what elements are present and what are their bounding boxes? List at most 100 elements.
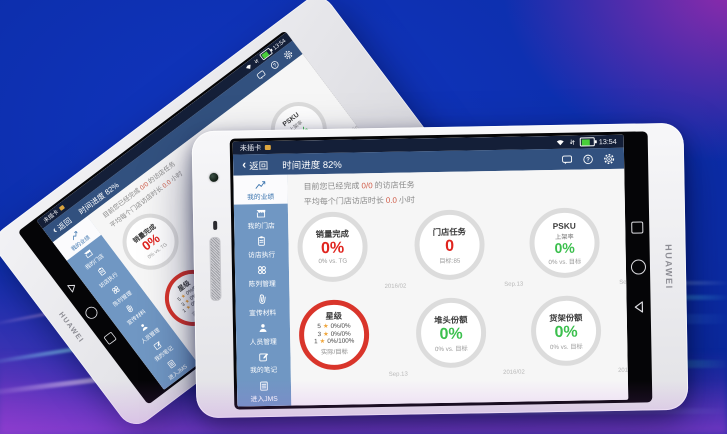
metric-compare: 0% vs. 目标 bbox=[434, 345, 468, 354]
sidebar-item-display-management[interactable]: 陈列管理 bbox=[235, 261, 289, 291]
metric-date: 2016/02 bbox=[503, 369, 525, 376]
title-bar: ‹ 返回 时间进度 82% ? bbox=[232, 147, 625, 176]
status-bar-right: 13:54 bbox=[556, 137, 617, 147]
star-icon: ★ bbox=[322, 330, 329, 338]
nav-recent-button[interactable] bbox=[103, 331, 117, 345]
star-row: 1★0%/100% bbox=[314, 337, 355, 346]
metric-sales-completion[interactable]: 销量完成 0% 0% vs. TG 2016/02 bbox=[296, 211, 406, 290]
back-label: 返回 bbox=[249, 160, 269, 172]
front-camera bbox=[209, 172, 219, 183]
sidebar-item-my-notes[interactable]: 我的笔记 bbox=[236, 348, 290, 378]
nav-recent-button[interactable] bbox=[631, 220, 644, 234]
back-chevron-icon: ‹ bbox=[241, 157, 247, 172]
metric-compare: 0% vs. 目标 bbox=[549, 343, 583, 352]
sidebar-item-enter-jms[interactable]: 进入JMS bbox=[237, 377, 291, 407]
metric-compare: 0% vs. TG bbox=[318, 257, 348, 266]
clipboard-icon bbox=[258, 236, 265, 247]
sidebar-item-visit-execution[interactable]: 访店执行 bbox=[234, 232, 288, 262]
front-tablet-screen: 未插卡 13:54 ‹ 返回 时间进度 82% ? bbox=[232, 134, 629, 407]
metric-title: 堆头份额 bbox=[434, 314, 468, 326]
nav-back-button[interactable] bbox=[65, 280, 78, 294]
settings-gear-button[interactable] bbox=[603, 152, 615, 164]
sidebar-item-my-performance[interactable]: 我的业绩 bbox=[233, 174, 288, 205]
metric-ring: 堆头份额 0% 0% vs. 目标 bbox=[415, 297, 487, 369]
app-body: 我的业绩 我的门店 访店执行 陈列管理 宣传材料 bbox=[233, 168, 629, 407]
front-tablet-nav-bar bbox=[624, 131, 653, 402]
sidebar-item-my-stores[interactable]: 我的门店 bbox=[67, 235, 115, 279]
store-icon bbox=[83, 249, 93, 258]
metric-title: 货架份额 bbox=[549, 312, 583, 324]
metric-value: 0% bbox=[320, 239, 345, 258]
metric-title: PSKU bbox=[552, 220, 576, 232]
nav-home-button[interactable] bbox=[82, 304, 100, 322]
metric-ring: 门店任务 0 目标:85 bbox=[413, 209, 486, 281]
status-bar: 未插卡 13:54 bbox=[36, 32, 293, 229]
chat-button[interactable] bbox=[254, 68, 267, 81]
metric-value: 0% bbox=[554, 239, 575, 256]
nav-home-button[interactable] bbox=[630, 258, 646, 275]
metric-value: 0 bbox=[444, 237, 455, 255]
star-icon: ★ bbox=[319, 338, 326, 346]
time-progress-label: 时间进度 82% bbox=[282, 159, 342, 172]
help-button[interactable]: ? bbox=[582, 153, 594, 165]
data-transfer-icon bbox=[254, 59, 259, 63]
metric-shelf-share[interactable]: 货架份额 0% 0% vs. 目标 2016/02 bbox=[530, 295, 628, 374]
back-button[interactable]: ‹ 返回 bbox=[242, 157, 268, 171]
svg-text:?: ? bbox=[586, 157, 590, 163]
metric-compare: 目标:85 bbox=[439, 257, 461, 266]
star-footer: 实际/目标 bbox=[320, 348, 348, 356]
ambient-sensor bbox=[213, 220, 218, 230]
grid-dots-icon bbox=[257, 266, 266, 275]
metric-date: Sep.13 bbox=[619, 279, 629, 286]
title-bar-actions: ? bbox=[561, 152, 615, 165]
metric-compare: 0% vs. 目标 bbox=[548, 258, 582, 266]
battery-icon bbox=[579, 137, 595, 147]
sidebar-item-promo-materials[interactable]: 宣传材料 bbox=[235, 290, 289, 320]
metric-star-rating[interactable]: 星级 5★0%/0% 3★0%/0% 1★0%/100% 实际/目标 Sep.1… bbox=[298, 299, 408, 378]
metric-date: Sep.13 bbox=[504, 281, 524, 288]
metric-title: 销量完成 bbox=[315, 228, 350, 240]
metric-ring: 货架份额 0% 0% vs. 目标 bbox=[530, 295, 602, 367]
store-icon bbox=[256, 209, 266, 218]
front-tablet-panel: 未插卡 13:54 ‹ 返回 时间进度 82% ? bbox=[229, 131, 653, 410]
wifi-icon bbox=[246, 64, 251, 69]
sidebar-item-my-stores[interactable]: 我的门店 bbox=[234, 204, 288, 234]
retail-app-screen: 未插卡 13:54 ‹ 返回 时间进度 82% ? bbox=[232, 134, 629, 407]
metric-ring-alert: 星级 5★0%/0% 3★0%/0% 1★0%/100% 实际/目标 bbox=[298, 299, 370, 371]
metric-display-share[interactable]: 堆头份额 0% 0% vs. 目标 2016/02 bbox=[415, 297, 525, 376]
nav-back-button[interactable] bbox=[633, 300, 644, 313]
clock-label: 13:54 bbox=[598, 136, 617, 147]
wifi-icon bbox=[556, 140, 564, 146]
metric-date: 2016/02 bbox=[384, 283, 407, 290]
paperclip-icon bbox=[259, 294, 266, 304]
sidebar-item-label: 我的笔记 bbox=[250, 367, 278, 375]
sidebar-item-visit-execution[interactable]: 访店执行 bbox=[81, 253, 129, 297]
help-button[interactable]: ? bbox=[268, 58, 281, 71]
chat-button[interactable] bbox=[561, 153, 573, 165]
settings-gear-button[interactable] bbox=[281, 48, 294, 61]
status-bar-right: 13:54 bbox=[244, 37, 287, 72]
front-tablet-bezel: HUAWEI bbox=[649, 123, 688, 411]
sidebar-item-label: 我的门店 bbox=[247, 222, 275, 231]
metric-value: 0% bbox=[554, 323, 578, 342]
note-pencil-icon bbox=[259, 353, 269, 362]
speaker-grille bbox=[209, 236, 222, 302]
metric-date: 2016/02 bbox=[618, 367, 629, 374]
star-icon: ★ bbox=[322, 322, 329, 331]
sidebar-item-my-performance[interactable]: 我的业绩 bbox=[52, 216, 102, 261]
data-transfer-icon bbox=[569, 139, 575, 145]
title-bar: ‹ 返回 时间进度 82% ? bbox=[42, 40, 303, 243]
sidebar-item-personnel[interactable]: 人员管理 bbox=[236, 319, 290, 349]
metric-store-tasks[interactable]: 门店任务 0 目标:85 Sep.13 bbox=[413, 209, 523, 288]
document-list-icon bbox=[260, 381, 268, 391]
sidebar: 我的业绩 我的门店 访店执行 陈列管理 宣传材料 bbox=[233, 174, 292, 407]
front-tablet: 未插卡 13:54 ‹ 返回 时间进度 82% ? bbox=[191, 122, 689, 419]
huawei-logo: HUAWEI bbox=[663, 243, 675, 290]
metric-psku-listing-rate[interactable]: PSKU 上架率 0% 0% vs. 目标 Sep.13 bbox=[528, 207, 628, 286]
people-icon bbox=[259, 324, 267, 333]
clipboard-icon bbox=[98, 267, 107, 276]
metric-title: 星级 bbox=[325, 310, 343, 322]
